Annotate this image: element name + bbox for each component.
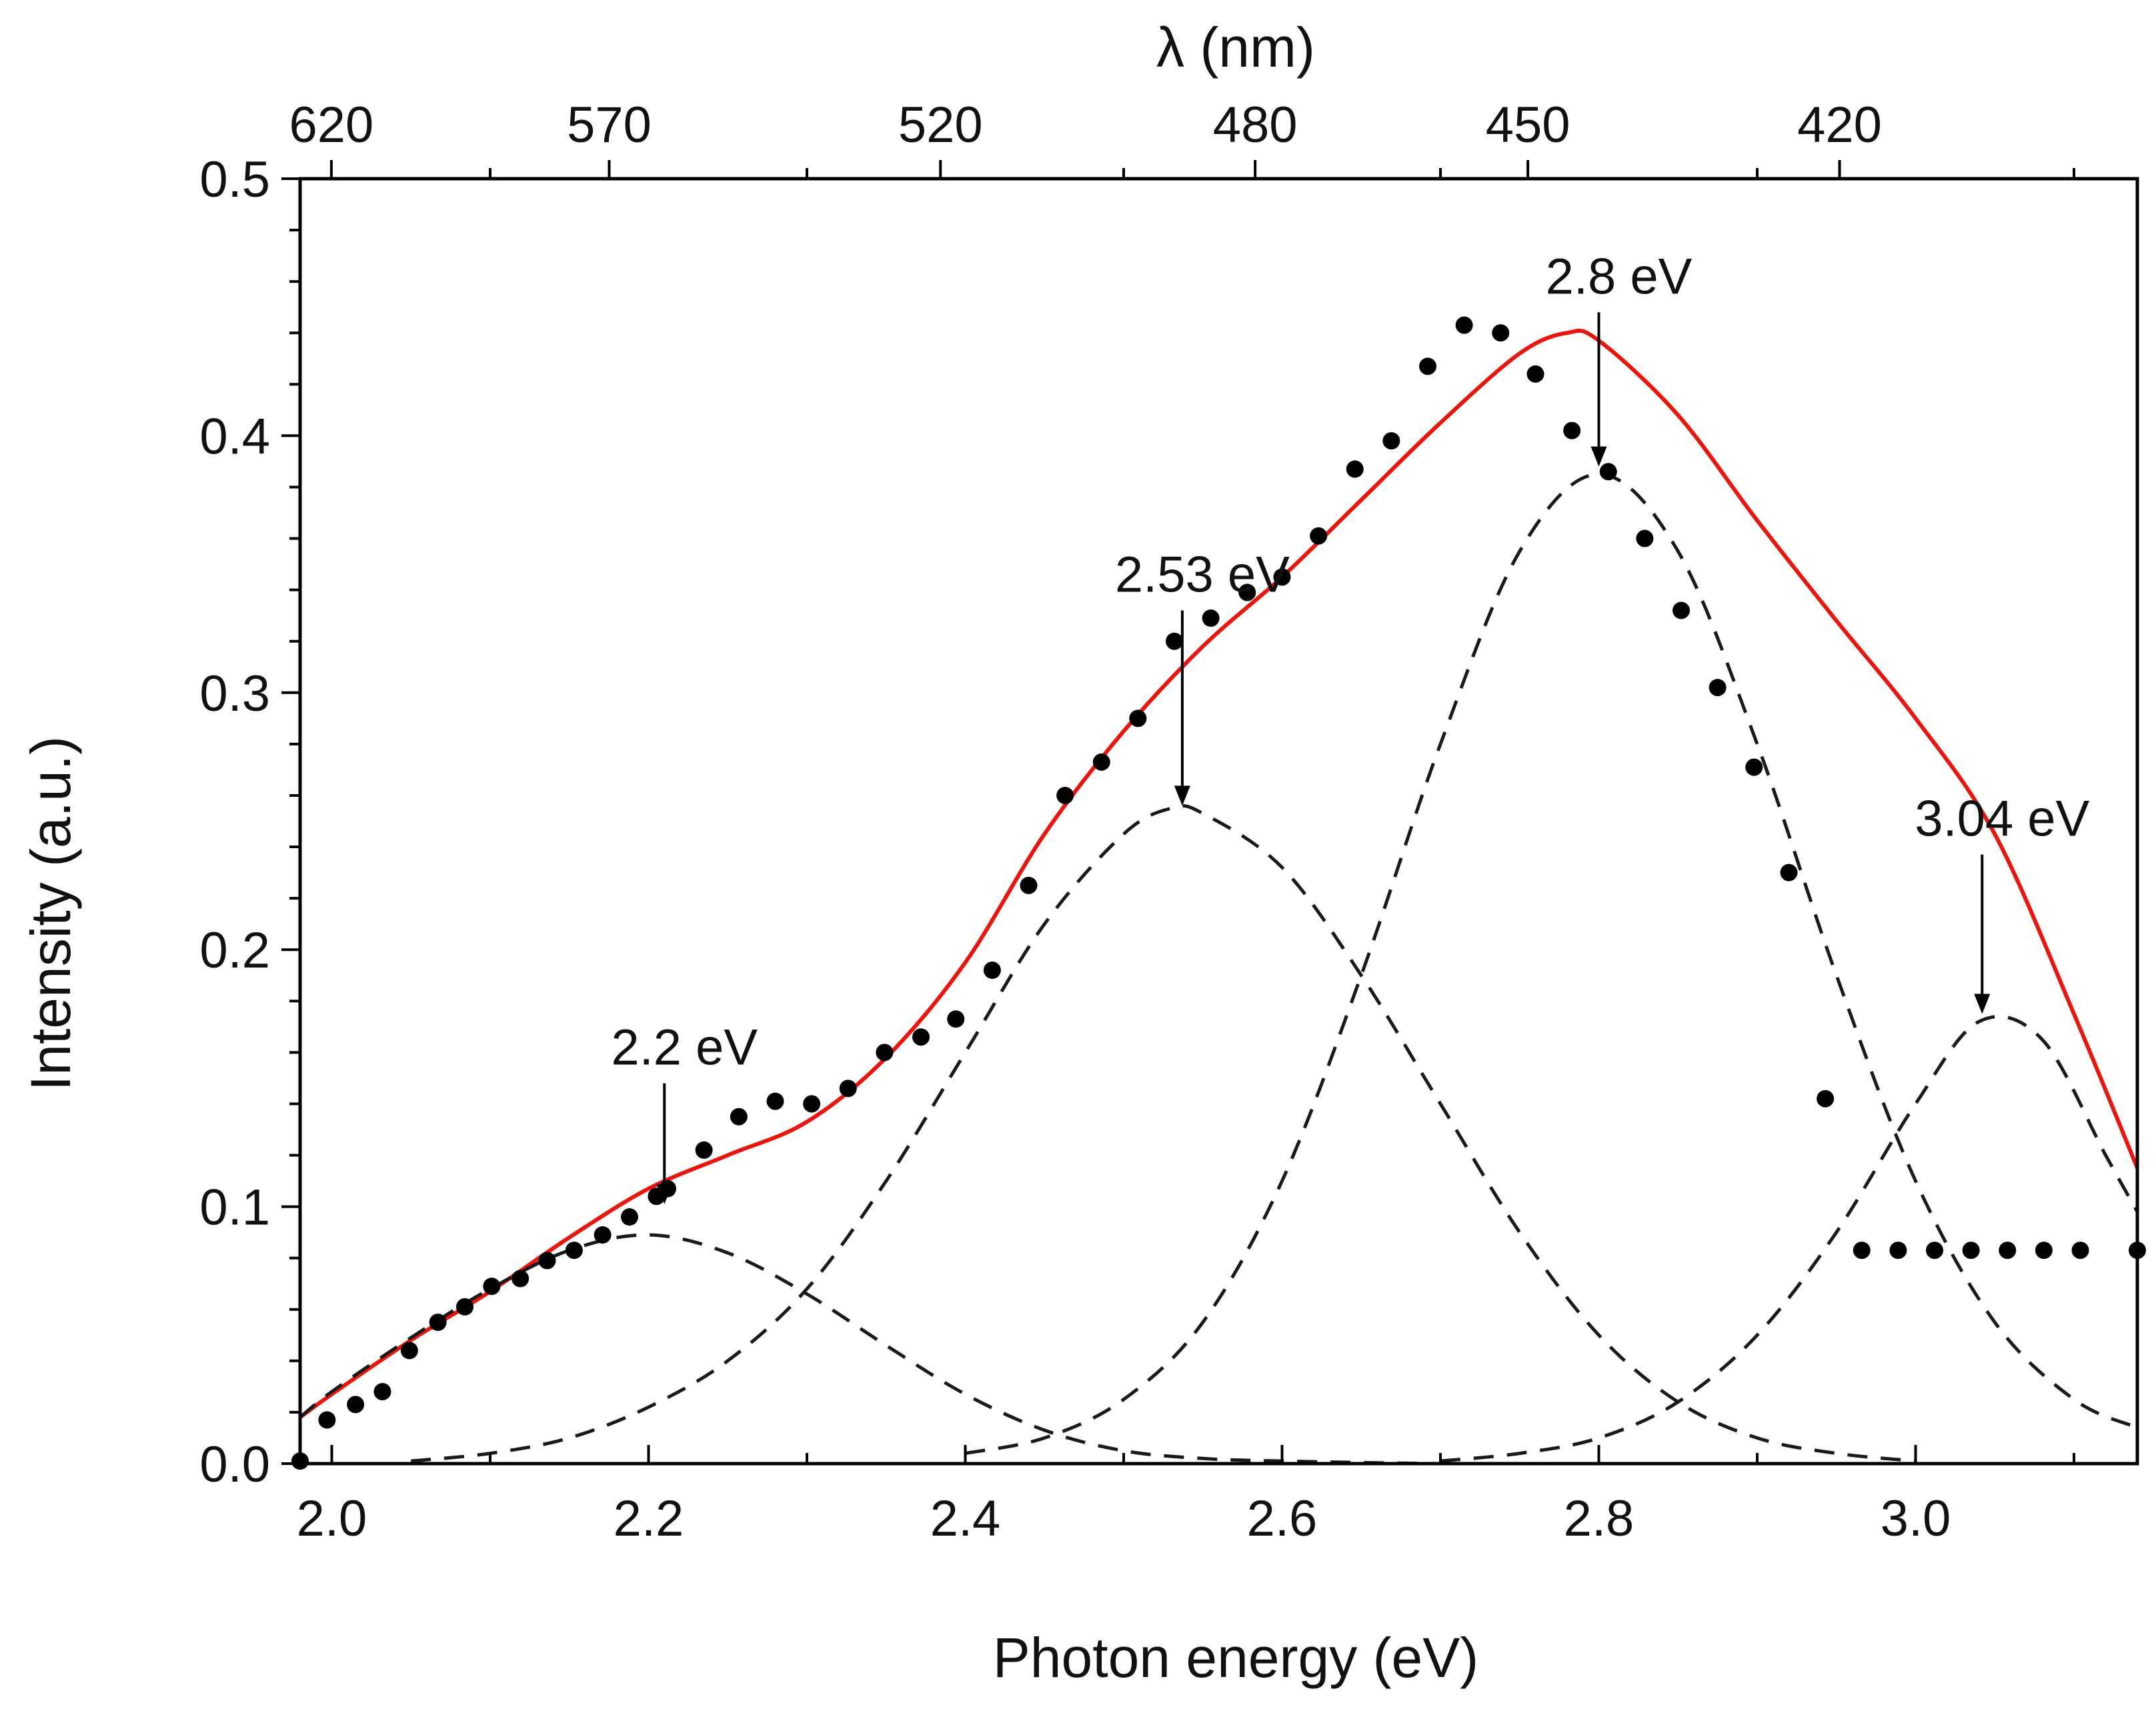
plot-frame bbox=[298, 177, 2139, 1466]
top-axis-title: λ (nm) bbox=[1156, 16, 1315, 79]
y-axis-title: Intensity (a.u.) bbox=[19, 736, 82, 1091]
data-point bbox=[1563, 421, 1581, 439]
data-point bbox=[1889, 1242, 1907, 1260]
data-point bbox=[1817, 1090, 1835, 1108]
annotation-arrow-head bbox=[1974, 994, 1991, 1014]
data-point bbox=[347, 1396, 365, 1414]
data-point bbox=[803, 1095, 821, 1113]
y-tick-label: 0.1 bbox=[199, 1180, 270, 1236]
x-tick-label: 2.0 bbox=[297, 1490, 367, 1547]
fit-curve bbox=[300, 329, 2137, 1420]
data-point bbox=[839, 1080, 857, 1098]
data-point bbox=[1709, 679, 1727, 697]
x-axis-title: Photon energy (eV) bbox=[993, 1626, 1478, 1689]
data-point bbox=[1419, 357, 1436, 375]
data-point bbox=[565, 1242, 583, 1260]
x-tick-label: 2.8 bbox=[1564, 1490, 1635, 1547]
data-point bbox=[1853, 1242, 1871, 1260]
data-point bbox=[1202, 609, 1220, 627]
data-point bbox=[1455, 316, 1473, 334]
top-tick-label: 480 bbox=[1213, 97, 1298, 153]
peak-annotation-label: 3.04 eV bbox=[1915, 791, 2089, 847]
peak-annotation-label: 2.53 eV bbox=[1115, 546, 1290, 603]
data-point bbox=[1673, 601, 1690, 619]
gaussian-peak-curve-3 bbox=[410, 804, 1916, 1463]
data-point bbox=[1310, 527, 1328, 545]
x-tick-label: 2.4 bbox=[930, 1490, 1001, 1547]
annotation-arrow-head bbox=[1174, 785, 1190, 806]
data-point bbox=[1636, 529, 1654, 547]
x-tick-label: 2.2 bbox=[614, 1490, 684, 1547]
data-point bbox=[2071, 1242, 2089, 1260]
data-point bbox=[1962, 1242, 1980, 1260]
data-point bbox=[429, 1314, 447, 1332]
data-point bbox=[1745, 758, 1763, 776]
y-tick-label: 0.2 bbox=[199, 922, 270, 979]
data-point bbox=[456, 1298, 473, 1316]
y-tick-label: 0.0 bbox=[199, 1436, 270, 1493]
peak-annotation-label: 2.8 eV bbox=[1546, 248, 1693, 305]
top-tick-label: 520 bbox=[898, 97, 983, 153]
data-point bbox=[1166, 632, 1183, 650]
axes-layer: 2.0 2.2 2.4 2.6 2.8 3.0 0.0 0.1 0.2 0.3 0.4 0.5 620 5… bbox=[199, 97, 2139, 1547]
data-point bbox=[2035, 1242, 2053, 1260]
data-point bbox=[876, 1044, 894, 1062]
annotations-layer: 2.2 eV 2.53 eV 2.8 eV 3.04 eV bbox=[611, 248, 2090, 1204]
annotation-arrow-head bbox=[1590, 446, 1607, 467]
data-point bbox=[483, 1278, 501, 1296]
data-point bbox=[983, 962, 1001, 980]
data-point bbox=[1273, 568, 1291, 586]
data-point bbox=[1780, 864, 1798, 882]
data-point bbox=[373, 1383, 391, 1401]
top-tick-label: 420 bbox=[1797, 97, 1882, 153]
data-point bbox=[511, 1270, 529, 1288]
peak-annotation-label: 2.2 eV bbox=[611, 1020, 758, 1076]
x-tick-label: 3.0 bbox=[1881, 1490, 1951, 1547]
data-point bbox=[400, 1342, 418, 1360]
data-point bbox=[1092, 753, 1110, 771]
x-tick-label: 2.6 bbox=[1247, 1490, 1318, 1547]
data-point bbox=[538, 1252, 556, 1270]
gaussian-peak-curve-4 bbox=[965, 472, 2137, 1456]
data-point bbox=[1020, 876, 1038, 894]
data-point bbox=[1238, 583, 1256, 601]
data-point bbox=[947, 1010, 965, 1028]
data-points-layer bbox=[291, 316, 2146, 1470]
data-point bbox=[1056, 786, 1074, 804]
data-point bbox=[695, 1141, 713, 1159]
annotation-arrow-head bbox=[656, 1184, 673, 1204]
top-tick-label: 570 bbox=[567, 97, 652, 153]
data-point bbox=[912, 1028, 930, 1046]
data-point bbox=[730, 1108, 748, 1126]
data-point bbox=[1926, 1242, 1943, 1260]
y-tick-label: 0.5 bbox=[199, 151, 270, 208]
top-tick-label: 450 bbox=[1486, 97, 1570, 153]
data-point bbox=[1346, 460, 1364, 478]
data-point bbox=[1129, 709, 1147, 727]
data-point bbox=[766, 1092, 784, 1110]
data-point bbox=[1382, 432, 1400, 450]
data-point bbox=[1599, 463, 1617, 481]
data-point bbox=[1999, 1242, 2017, 1260]
gaussian-peak-curve-5 bbox=[1440, 1015, 2137, 1463]
data-point bbox=[594, 1226, 612, 1244]
data-point bbox=[1526, 365, 1544, 383]
data-point bbox=[318, 1411, 336, 1429]
y-tick-label: 0.3 bbox=[199, 665, 270, 722]
top-tick-label: 620 bbox=[289, 97, 373, 153]
y-tick-label: 0.4 bbox=[199, 408, 270, 465]
data-point bbox=[1492, 324, 1510, 342]
data-point bbox=[621, 1208, 638, 1226]
